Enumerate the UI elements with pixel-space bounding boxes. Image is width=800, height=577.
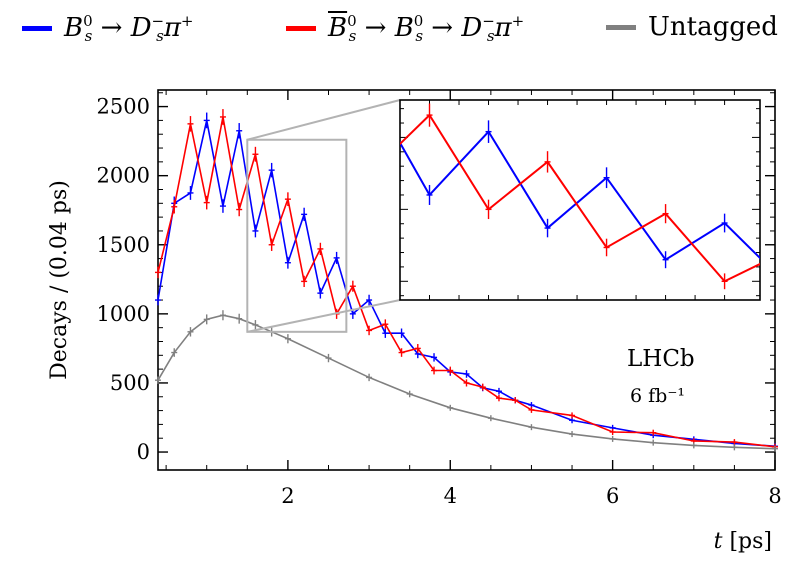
y-tick-label: 1000: [97, 302, 150, 326]
zoom-region-box: [246, 138, 348, 333]
series-fit-line: [157, 120, 776, 448]
series-fit-line: [157, 116, 776, 448]
y-tick-label: 500: [110, 371, 150, 395]
y-tick-label: 2000: [97, 164, 150, 188]
legend-line-grey: [606, 24, 636, 30]
legend: B0s → D−sπ+ B0s → B0s → D−sπ+ Untagged: [0, 12, 800, 52]
axis-ticks: 2 4 6 8 0 500 1000 1500 2000 2500: [97, 90, 782, 508]
legend-label-bs-signal: B0s → D−sπ+: [64, 12, 194, 45]
legend-line-blue: [22, 26, 52, 31]
legend-item-untagged: Untagged: [606, 12, 778, 42]
y-tick-label: 1500: [97, 233, 150, 257]
legend-item-bsbar-mixed: B0s → B0s → D−sπ+: [286, 12, 524, 45]
y-tick-label: 2500: [97, 95, 150, 119]
luminosity-label: 6 fb⁻¹: [630, 385, 685, 407]
legend-line-red: [286, 26, 316, 31]
legend-item-bs-signal: B0s → D−sπ+: [22, 12, 194, 45]
lhcb-label: LHCb: [627, 346, 695, 372]
plot-area-frame: [157, 89, 776, 471]
y-tick-label: 0: [137, 440, 150, 464]
x-tick-label: 8: [768, 484, 781, 508]
y-axis-label: Decays / (0.04 ps): [47, 180, 72, 380]
inset-plot: [399, 99, 761, 301]
zoom-connector-top: [247, 99, 401, 141]
legend-label-bsbar-mixed: B0s → B0s → D−sπ+: [328, 12, 525, 45]
x-axis-label: t [ps]: [714, 529, 772, 554]
series-group: [155, 109, 778, 452]
x-tick-label: 2: [281, 484, 294, 508]
x-tick-label: 6: [606, 484, 619, 508]
legend-label-untagged: Untagged: [648, 12, 778, 42]
x-tick-label: 4: [444, 484, 457, 508]
inset-series-group: [400, 103, 760, 290]
zoom-connector-bottom: [247, 299, 401, 333]
